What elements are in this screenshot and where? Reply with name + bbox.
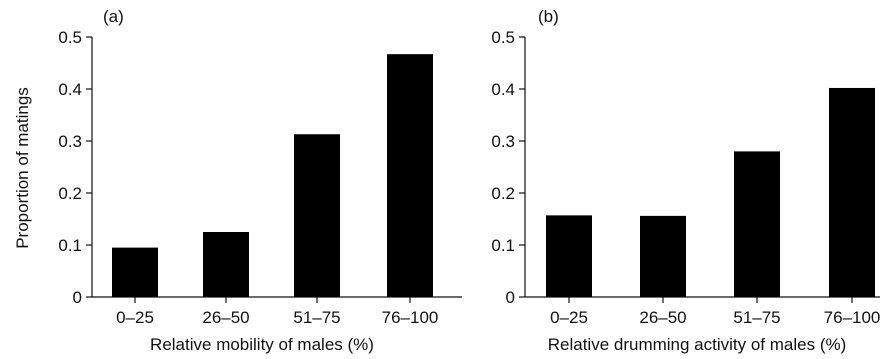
panel-a-y-tick-label: 0.1 xyxy=(58,236,82,255)
panel-b-xlabel: Relative drumming activity of males (%) xyxy=(548,335,847,354)
panel-a-y-tick-label: 0.3 xyxy=(58,132,82,151)
panel-a-x-tick-label: 76–100 xyxy=(382,308,439,327)
panel-b-x-tick-label: 51–75 xyxy=(733,308,780,327)
panel-a-y-tick-label: 0.2 xyxy=(58,184,82,203)
panel-b: (b) Relative drumming activity of males … xyxy=(491,7,880,354)
panel-b-x-tick-label: 26–50 xyxy=(639,308,686,327)
panel-b-bar xyxy=(829,87,875,298)
panel-a-bar xyxy=(294,134,340,297)
panel-b-y-tick-label: 0.1 xyxy=(491,236,515,255)
panel-b-y-tick-label: 0 xyxy=(506,288,515,307)
panel-a-ylabel: Proportion of matings xyxy=(13,87,32,249)
panel-b-bar xyxy=(734,151,780,297)
panel-b-y-tick-labels: 0 0.1 0.2 0.3 0.4 0.5 xyxy=(491,28,515,307)
panel-a-bar xyxy=(203,232,249,297)
panel-a-y-tick-label: 0 xyxy=(73,288,82,307)
panel-a-x-tick-label: 0–25 xyxy=(116,308,154,327)
panel-b-label: (b) xyxy=(538,7,559,26)
panel-b-bars xyxy=(546,87,875,298)
panel-b-y-tick-label: 0.2 xyxy=(491,184,515,203)
panel-b-x-tick-label: 76–100 xyxy=(824,308,881,327)
panel-b-bar xyxy=(546,215,592,297)
panel-a-bar xyxy=(387,54,433,297)
panel-b-x-tick-label: 0–25 xyxy=(550,308,588,327)
panel-b-bar xyxy=(640,215,686,297)
panel-a-x-tick-label: 26–50 xyxy=(202,308,249,327)
panel-a-y-tick-label: 0.4 xyxy=(58,80,82,99)
panel-a-label: (a) xyxy=(103,7,124,26)
panel-a-xlabel: Relative mobility of males (%) xyxy=(150,335,374,354)
panel-a-y-tick-label: 0.5 xyxy=(58,28,82,47)
panel-b-x-tick-labels: 0–25 26–50 51–75 76–100 xyxy=(550,308,880,327)
panel-a-x-tick-labels: 0–25 26–50 51–75 76–100 xyxy=(116,308,438,327)
panel-b-y-tick-label: 0.3 xyxy=(491,132,515,151)
panel-a-bar xyxy=(112,247,158,297)
panel-a: (a) Proportion of matings Relative mobil… xyxy=(13,7,462,354)
panel-b-y-tick-label: 0.5 xyxy=(491,28,515,47)
panel-a-bars xyxy=(112,54,433,297)
panel-a-y-tick-labels: 0 0.1 0.2 0.3 0.4 0.5 xyxy=(58,28,82,307)
panel-b-y-tick-label: 0.4 xyxy=(491,80,515,99)
panel-a-x-tick-label: 51–75 xyxy=(293,308,340,327)
